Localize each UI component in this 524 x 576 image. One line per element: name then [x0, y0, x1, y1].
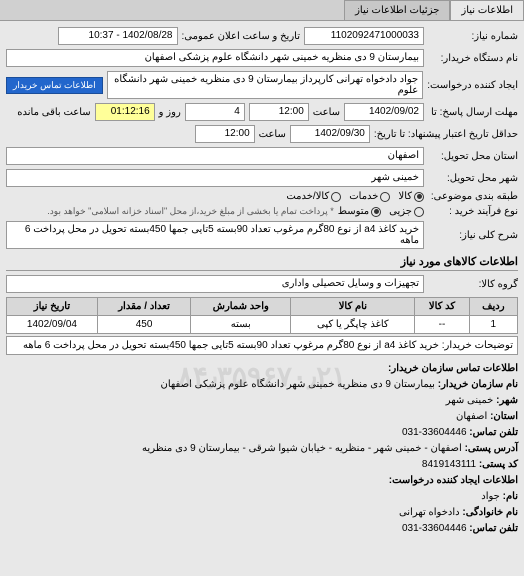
contact-name-label: نام: — [503, 491, 518, 502]
contact-name: جواد — [481, 491, 500, 502]
explanation-row: توضیحات خریدار: خرید کاغذ a4 از نوع 80گر… — [6, 336, 518, 355]
goods-table: ردیف کد کالا نام کالا واحد شمارش تعداد /… — [6, 297, 518, 334]
province-field: اصفهان — [6, 147, 424, 165]
time-remaining-field: 01:12:16 — [95, 103, 155, 121]
radio-checked-icon — [414, 192, 424, 202]
contact-phone: 33604446-031 — [402, 427, 467, 438]
city-field: خمینی شهر — [6, 169, 424, 187]
announce-date-field: 1402/08/28 - 10:37 — [58, 27, 178, 45]
requester-title: اطلاعات ایجاد کننده درخواست: — [6, 473, 518, 489]
th-name: نام کالا — [291, 298, 415, 316]
response-date-field: 1402/09/02 — [344, 103, 424, 121]
goods-group-label: گروه کالا: — [428, 279, 518, 290]
th-qty: تعداد / مقدار — [97, 298, 190, 316]
td-qty: 450 — [97, 316, 190, 334]
validity-date-field: 1402/09/30 — [290, 125, 370, 143]
contact-city-label: شهر: — [496, 395, 518, 406]
radio-checked-icon — [371, 207, 381, 217]
requester-field: جواد دادخواه تهرانی کارپرداز بیمارستان 9… — [107, 71, 424, 99]
requester-label: ایجاد کننده درخواست: — [427, 80, 518, 91]
contact-province: اصفهان — [456, 411, 487, 422]
purchase-small-label: جزیی — [389, 206, 412, 217]
radio-unchecked-icon — [331, 192, 341, 202]
request-number-field: 1102092471000033 — [304, 27, 424, 45]
contact-req-phone-label: تلفن تماس: — [469, 523, 518, 534]
buyer-org-label: نام دستگاه خریدار: — [428, 53, 518, 64]
th-unit: واحد شمارش — [191, 298, 291, 316]
category-label: طبقه بندی موضوعی: — [428, 191, 518, 202]
radio-unchecked-icon — [380, 192, 390, 202]
category-both-radio[interactable]: کالا/خدمت — [286, 191, 341, 202]
explanation-label: توضیحات خریدار: — [442, 340, 513, 351]
request-number-label: شماره نیاز: — [428, 31, 518, 42]
table-row: 1 -- کاغذ چاپگر یا کپی بسته 450 1402/09/… — [7, 316, 518, 334]
td-unit: بسته — [191, 316, 291, 334]
category-goods-radio[interactable]: کالا — [398, 191, 424, 202]
th-code: کد کالا — [415, 298, 469, 316]
contact-postal-label: کد پستی: — [479, 459, 518, 470]
description-field: خرید کاغذ a4 از نوع 80گرم مرغوب تعداد 90… — [6, 221, 424, 249]
contact-family-label: نام خانوادگی: — [462, 507, 518, 518]
contact-req-phone: 33604446-031 — [402, 523, 467, 534]
validity-time-label: ساعت — [259, 129, 286, 140]
purchase-radio-group: جزیی متوسط — [338, 206, 424, 217]
main-content: شماره نیاز: 1102092471000033 تاریخ و ساع… — [0, 21, 524, 543]
contact-province-label: استان: — [490, 411, 518, 422]
contact-postal: 8419143111 — [422, 459, 476, 470]
tab-info[interactable]: اطلاعات نیاز — [450, 0, 524, 20]
tab-details[interactable]: جزئیات اطلاعات نیاز — [344, 0, 450, 20]
category-services-radio[interactable]: خدمات — [349, 191, 390, 202]
tab-bar: اطلاعات نیاز جزئیات اطلاعات نیاز — [0, 0, 524, 21]
city-label: شهر محل تحویل: — [428, 173, 518, 184]
contact-org: بیمارستان 9 دی منظریه خمینی شهر دانشگاه … — [161, 379, 435, 390]
contact-address-label: آدرس پستی: — [465, 443, 518, 454]
purchase-medium-label: متوسط — [338, 206, 369, 217]
category-both-label: کالا/خدمت — [286, 191, 329, 202]
table-header-row: ردیف کد کالا نام کالا واحد شمارش تعداد /… — [7, 298, 518, 316]
radio-unchecked-icon — [414, 207, 424, 217]
response-time-label: ساعت — [313, 107, 340, 118]
th-row: ردیف — [469, 298, 517, 316]
td-date: 1402/09/04 — [7, 316, 98, 334]
contact-address: اصفهان - خمینی شهر - منظریه - خیابان شیو… — [142, 443, 462, 454]
buyer-org-field: بیمارستان 9 دی منظریه خمینی شهر دانشگاه … — [6, 49, 424, 67]
contact-section: اطلاعات تماس سازمان خریدار: نام سازمان خ… — [6, 361, 518, 537]
purchase-small-radio[interactable]: جزیی — [389, 206, 424, 217]
purchase-note: * پرداخت تمام یا بخشی از مبلغ خرید،از مح… — [47, 206, 333, 217]
contact-org-label: نام سازمان خریدار: — [438, 379, 518, 390]
contact-button[interactable]: اطلاعات تماس خریدار — [6, 77, 103, 94]
contact-phone-label: تلفن تماس: — [469, 427, 518, 438]
category-goods-label: کالا — [398, 191, 412, 202]
response-time-field: 12:00 — [249, 103, 309, 121]
category-services-label: خدمات — [349, 191, 378, 202]
remaining-label: ساعت باقی مانده — [17, 107, 90, 118]
goods-section-title: اطلاعات کالاهای مورد نیاز — [6, 255, 518, 271]
contact-family: دادخواه تهرانی — [399, 507, 460, 518]
announce-date-label: تاریخ و ساعت اعلان عمومی: — [182, 31, 301, 42]
td-code: -- — [415, 316, 469, 334]
province-label: استان محل تحویل: — [428, 151, 518, 162]
purchase-type-label: نوع فرآیند خرید : — [428, 206, 518, 217]
contact-city: خمینی شهر — [446, 395, 494, 406]
category-radio-group: کالا خدمات کالا/خدمت — [286, 191, 424, 202]
contact-title: اطلاعات تماس سازمان خریدار: — [6, 361, 518, 377]
description-label: شرح کلی نیاز: — [428, 230, 518, 241]
validity-time-field: 12:00 — [195, 125, 255, 143]
td-name: کاغذ چاپگر یا کپی — [291, 316, 415, 334]
th-date: تاریخ نیاز — [7, 298, 98, 316]
days-label: روز و — [159, 107, 181, 118]
purchase-medium-radio[interactable]: متوسط — [338, 206, 381, 217]
goods-group-field: تجهیزات و وسایل تحصیلی واداری — [6, 275, 424, 293]
validity-label: حداقل تاریخ اعتبار پیشنهاد: تا تاریخ: — [374, 129, 518, 140]
explanation-text: خرید کاغذ a4 از نوع 80گرم مرغوپ تعداد 90… — [23, 340, 439, 351]
response-deadline-label: مهلت ارسال پاسخ: تا — [428, 107, 518, 118]
td-row: 1 — [469, 316, 517, 334]
days-remaining-field: 4 — [185, 103, 245, 121]
